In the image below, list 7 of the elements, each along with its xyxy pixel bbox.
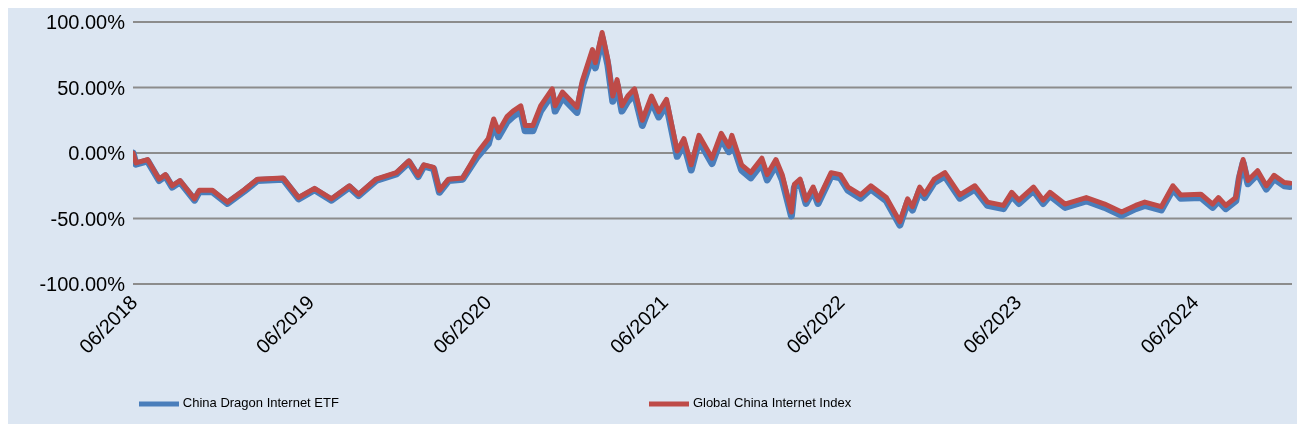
y-tick-label: -50.00% xyxy=(50,207,126,230)
y-tick-label: 0.00% xyxy=(68,142,126,165)
legend-label: China Dragon Internet ETF xyxy=(182,395,339,411)
y-tick-label: -100.00% xyxy=(39,273,126,296)
y-tick-label: 100.00% xyxy=(46,11,126,34)
y-tick-label: 50.00% xyxy=(57,76,126,99)
legend-label: Global China Internet Index xyxy=(692,395,852,411)
